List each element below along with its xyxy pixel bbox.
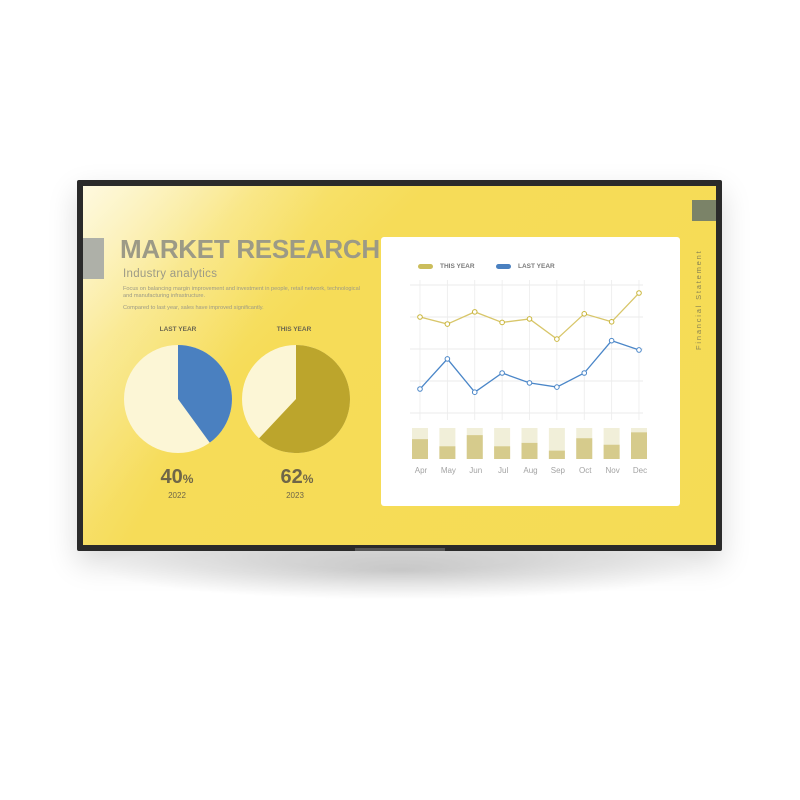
page-subtitle: Industry analytics — [123, 268, 218, 280]
x-tick-label: Sep — [551, 466, 566, 475]
data-point — [444, 356, 451, 362]
data-point — [526, 316, 533, 322]
data-point — [554, 384, 560, 390]
x-tick-label: Nov — [606, 466, 620, 475]
page-title: MARKET RESEARCH — [120, 234, 380, 264]
data-point — [499, 319, 505, 326]
summary-note: Compared to last year, sales have improv… — [123, 305, 264, 311]
data-point — [417, 386, 423, 392]
bar — [603, 444, 620, 459]
data-point — [636, 347, 642, 353]
bar — [548, 450, 565, 459]
pie-year-2023: 2023 — [286, 491, 304, 500]
data-point — [444, 321, 451, 327]
data-point — [471, 309, 478, 315]
percent-unit: % — [182, 472, 194, 486]
pie-percent-last-year: 40% — [137, 466, 217, 489]
data-point — [608, 337, 615, 344]
bar — [521, 442, 538, 459]
pie-year-2022: 2022 — [168, 491, 186, 500]
data-point — [526, 380, 533, 386]
pie-percent-this-year: 62% — [257, 466, 337, 489]
legend-swatch-this-year — [418, 264, 433, 269]
description: Focus on balancing margin improvement an… — [123, 286, 360, 299]
x-tick-label: Apr — [415, 466, 428, 475]
data-point — [608, 319, 615, 325]
x-tick-label: Jun — [469, 466, 482, 475]
x-tick-label: Aug — [523, 466, 537, 475]
bar — [439, 446, 456, 459]
pie-label-last-year: LAST YEAR — [159, 326, 197, 333]
data-point — [636, 290, 642, 296]
x-tick-label: Oct — [579, 466, 592, 475]
data-point — [417, 314, 423, 320]
data-point — [581, 311, 588, 317]
data-point — [471, 389, 478, 396]
percent-value: 40 — [160, 466, 183, 488]
bar — [576, 438, 593, 459]
data-point — [581, 370, 588, 376]
pie-label-this-year: THIS YEAR — [276, 326, 312, 333]
x-tick-label: Dec — [633, 466, 647, 475]
bar — [494, 446, 511, 459]
corner-accent-block — [692, 200, 716, 221]
pie-slice — [259, 345, 350, 453]
bar — [466, 435, 483, 459]
title-accent-block — [83, 238, 104, 279]
x-tick-label: May — [441, 466, 456, 475]
x-tick-label: Jul — [498, 466, 508, 475]
monitor-stand — [355, 548, 445, 551]
legend-swatch-last-year — [496, 264, 511, 269]
data-point — [554, 336, 560, 342]
legend-last-year: LAST YEAR — [518, 263, 555, 270]
percent-value: 62 — [280, 466, 303, 488]
chart-panel — [381, 237, 680, 506]
pie-slice — [178, 345, 232, 443]
bar — [631, 432, 647, 459]
bar — [412, 439, 428, 459]
legend-this-year: THIS YEAR — [440, 263, 475, 270]
percent-unit: % — [302, 472, 314, 486]
data-point — [499, 370, 505, 376]
